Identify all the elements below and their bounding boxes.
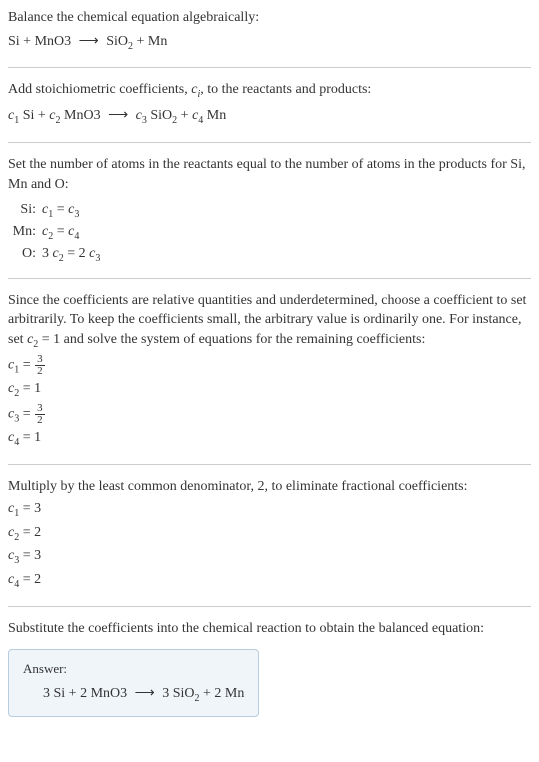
atom-row-si: Si: c1 = c3 <box>8 200 531 222</box>
answer-box: Answer: 3 Si + 2 MnO3 ⟶ 3 SiO2 + 2 Mn <box>8 649 259 717</box>
cb-sub: 3 <box>74 209 79 220</box>
eq-sign: = <box>53 224 68 239</box>
atom-label: Si: <box>8 200 42 222</box>
unbalanced-equation: Si + MnO3 ⟶ SiO2 + Mn <box>8 32 531 54</box>
coeff-c1: c1 = 32 <box>8 354 531 378</box>
pre: 3 <box>42 246 53 261</box>
coeff-c4: c4 = 2 <box>8 570 531 592</box>
answer-label: Answer: <box>23 660 244 678</box>
section-multiply: Multiply by the least common denominator… <box>8 477 531 607</box>
answer-left: 3 Si + 2 MnO3 <box>43 686 127 701</box>
eq: = 2 <box>19 572 41 587</box>
eq: = 1 <box>19 381 41 396</box>
coeff-c2: c2 = 2 <box>8 523 531 545</box>
solve-text: Since the coefficients are relative quan… <box>8 291 531 352</box>
stoich-text: Add stoichiometric coefficients, ci, to … <box>8 80 531 102</box>
eq: = 3 <box>19 548 41 563</box>
eq: = 3 <box>19 501 41 516</box>
num: 3 <box>35 354 45 366</box>
coeff-c4: c4 = 1 <box>8 428 531 450</box>
fraction: 32 <box>35 354 45 377</box>
mn-term: Mn <box>203 108 226 123</box>
cb-sub: 4 <box>74 231 79 242</box>
eq: = 1 <box>19 430 41 445</box>
atom-eq: c1 = c3 <box>42 200 531 222</box>
answer-right-c: + 2 Mn <box>200 686 245 701</box>
atom-label: O: <box>8 244 42 266</box>
atom-row-mn: Mn: c2 = c4 <box>8 222 531 244</box>
atoms-text: Set the number of atoms in the reactants… <box>8 155 531 194</box>
eq: = <box>19 357 34 372</box>
section-atoms: Set the number of atoms in the reactants… <box>8 155 531 279</box>
answer-right-a: 3 SiO <box>162 686 194 701</box>
stoich-text-a: Add stoichiometric coefficients, <box>8 82 191 97</box>
eq: = 2 <box>19 525 41 540</box>
coeff-c1: c1 = 3 <box>8 499 531 521</box>
eq-left: Si + MnO3 <box>8 34 71 49</box>
fraction: 32 <box>35 403 45 426</box>
eq-right-sio: SiO <box>106 34 128 49</box>
atom-equations: Si: c1 = c3 Mn: c2 = c4 O: 3 c2 = 2 c3 <box>8 200 531 265</box>
cb-sub: 3 <box>95 253 100 264</box>
atom-eq: 3 c2 = 2 c3 <box>42 244 531 266</box>
coeff-c3: c3 = 3 <box>8 546 531 568</box>
den: 2 <box>35 415 45 426</box>
sio-term: SiO <box>147 108 172 123</box>
multiply-text: Multiply by the least common denominator… <box>8 477 531 497</box>
arrow-icon: ⟶ <box>135 684 155 704</box>
atom-eq: c2 = c4 <box>42 222 531 244</box>
section-problem: Balance the chemical equation algebraica… <box>8 8 531 68</box>
si-term: Si + <box>19 108 49 123</box>
substitute-text: Substitute the coefficients into the che… <box>8 619 531 639</box>
arrow-icon: ⟶ <box>79 32 99 52</box>
section-stoichiometric: Add stoichiometric coefficients, ci, to … <box>8 80 531 143</box>
atom-row-o: O: 3 c2 = 2 c3 <box>8 244 531 266</box>
stoich-equation: c1 Si + c2 MnO3 ⟶ c3 SiO2 + c4 Mn <box>8 106 531 128</box>
solve-d: = 1 and solve the system of equations fo… <box>38 332 425 347</box>
eq-right-mn: + Mn <box>133 34 167 49</box>
coeff-c3: c3 = 32 <box>8 403 531 427</box>
balanced-equation: 3 Si + 2 MnO3 ⟶ 3 SiO2 + 2 Mn <box>23 684 244 706</box>
den: 2 <box>35 366 45 377</box>
eq: = <box>19 407 34 422</box>
arrow-icon: ⟶ <box>108 106 128 126</box>
stoich-text-d: , to the reactants and products: <box>200 82 371 97</box>
plus: + <box>177 108 192 123</box>
coeff-c2: c2 = 1 <box>8 379 531 401</box>
section-solve: Since the coefficients are relative quan… <box>8 291 531 466</box>
eq-sign: = 2 <box>64 246 89 261</box>
problem-statement: Balance the chemical equation algebraica… <box>8 8 531 28</box>
atom-label: Mn: <box>8 222 42 244</box>
mno3-term: MnO3 <box>61 108 101 123</box>
eq-sign: = <box>53 202 68 217</box>
section-answer: Substitute the coefficients into the che… <box>8 619 531 717</box>
